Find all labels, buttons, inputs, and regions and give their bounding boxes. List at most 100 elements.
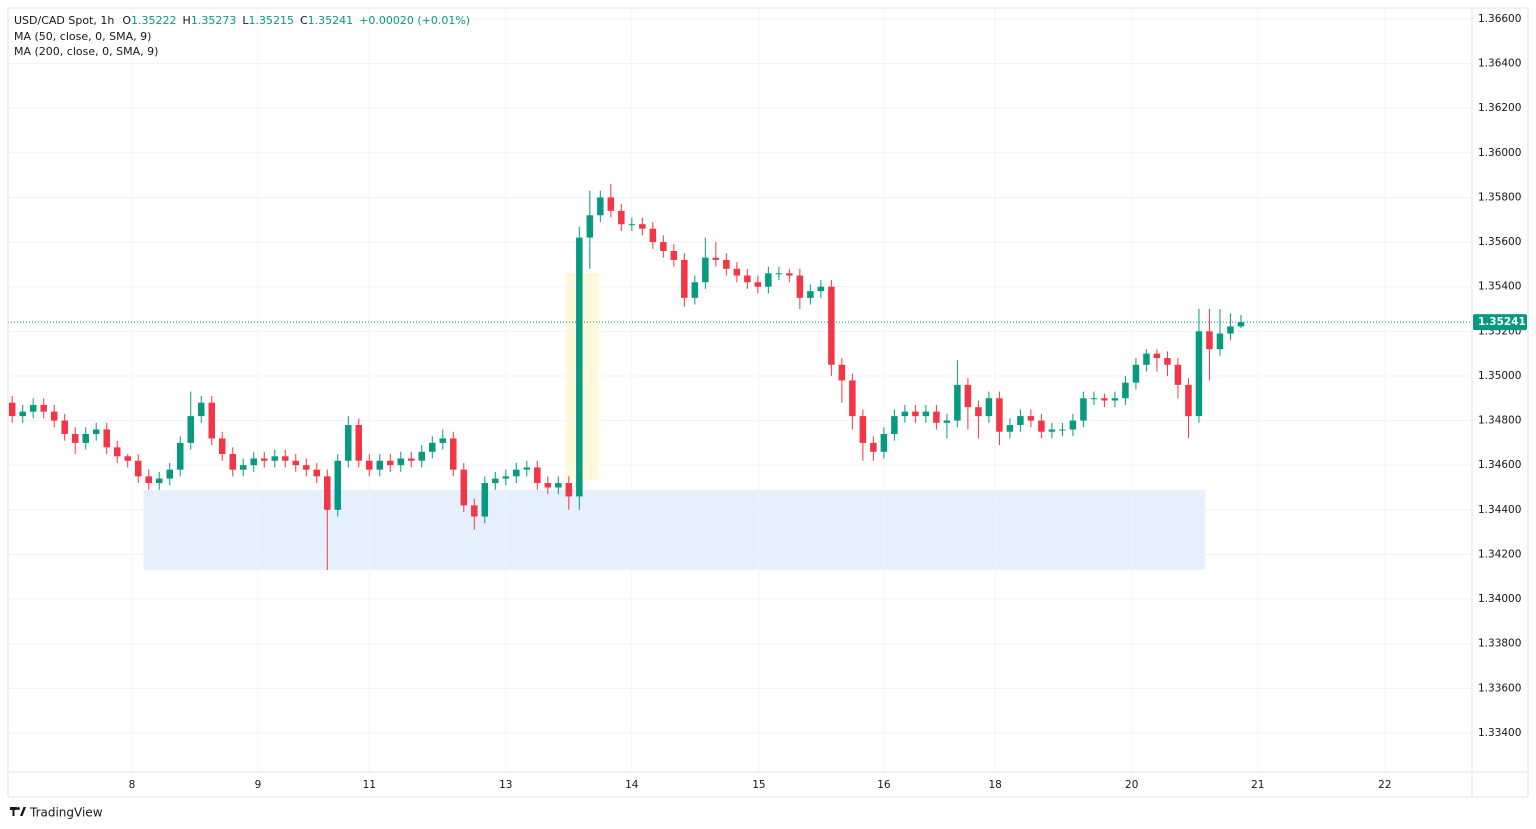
candle-body	[1206, 331, 1213, 350]
candle-body	[366, 460, 373, 470]
candle-body	[607, 197, 615, 211]
candle-body	[134, 460, 142, 477]
candle-body	[103, 429, 110, 448]
candle-body	[429, 442, 436, 452]
header-line: USD/CAD Spot, 1h O1.35222 H1.35273 L1.35215…	[14, 14, 470, 27]
candle-body	[618, 210, 625, 225]
candle-body	[1048, 429, 1056, 432]
candle-body	[1185, 384, 1192, 417]
ohlc-value: 1.35215	[248, 14, 294, 27]
candle-body	[155, 478, 163, 484]
interval: 1h	[100, 14, 114, 27]
candle-body	[775, 273, 783, 275]
candle-body	[50, 411, 58, 421]
candle-body	[660, 242, 667, 251]
y-tick-label: 1.35000	[1478, 370, 1521, 382]
candle-body	[8, 402, 16, 417]
candle-body	[891, 416, 898, 434]
candle-body	[723, 259, 730, 269]
candle-body	[1132, 364, 1140, 383]
candle-body	[345, 425, 352, 461]
y-tick-label: 1.34400	[1478, 504, 1521, 516]
candle-body	[197, 402, 205, 417]
change: +0.00020 (+0.01%)	[359, 14, 470, 27]
candle-body	[933, 411, 940, 423]
candle-body	[1038, 420, 1045, 432]
candle-body	[523, 467, 531, 470]
indicator-label: MA (50, close, 0, SMA, 9)	[14, 30, 151, 43]
candle-body	[229, 454, 237, 470]
candle-body	[218, 438, 226, 455]
candle-body	[586, 215, 594, 238]
candle-body	[1027, 416, 1035, 421]
indicator-label: MA (200, close, 0, SMA, 9)	[14, 45, 158, 58]
candle-body	[113, 447, 121, 457]
candle-body	[534, 467, 541, 484]
candle-body	[702, 257, 709, 283]
brand-logo	[10, 807, 26, 816]
candle-body	[1164, 358, 1171, 365]
candle-body	[387, 460, 394, 466]
candle-body	[576, 237, 583, 497]
candle-body	[880, 433, 888, 452]
candle-body	[1195, 331, 1203, 417]
logo-shape	[10, 807, 26, 816]
y-tick-label: 1.33400	[1478, 727, 1521, 739]
candle-body	[996, 398, 1003, 432]
candle-body	[870, 442, 877, 452]
candle-body	[92, 429, 100, 434]
x-tick-label: 16	[877, 779, 891, 791]
candle-body	[187, 416, 194, 443]
candle-body	[796, 275, 804, 298]
ohlc-value: 1.35222	[131, 14, 177, 27]
candle-body	[628, 224, 636, 226]
candle-body	[1174, 364, 1182, 385]
candle-body	[901, 411, 909, 417]
candle-body	[964, 384, 972, 408]
candle-body	[1080, 398, 1087, 421]
candle-body	[1101, 398, 1108, 401]
candle-body	[450, 438, 457, 470]
y-tick-label: 1.34000	[1478, 593, 1521, 605]
candle-body	[912, 411, 919, 417]
x-tick-label: 22	[1378, 779, 1391, 791]
candle-body	[544, 483, 552, 488]
candle-body	[376, 460, 384, 470]
last-price-label: 1.35241	[1478, 316, 1526, 328]
candle-body	[145, 476, 152, 484]
ohlc-key: H	[183, 14, 191, 27]
candle-body	[1111, 398, 1119, 401]
candle-body	[1090, 398, 1098, 400]
candle-body	[61, 420, 68, 434]
candle-body	[565, 483, 573, 497]
x-tick-label: 9	[255, 779, 262, 791]
ohlc-key: O	[122, 14, 131, 27]
candle-body	[260, 458, 268, 461]
candle-body	[513, 469, 520, 477]
candle-body	[786, 273, 793, 276]
y-tick-label: 1.36600	[1478, 13, 1521, 25]
candle-body	[418, 451, 426, 461]
x-tick-label: 13	[499, 779, 512, 791]
candle-body	[597, 197, 604, 216]
candle-body	[733, 268, 741, 276]
x-tick-label: 11	[363, 779, 376, 791]
candle-body	[324, 476, 331, 510]
candle-body	[639, 224, 646, 229]
candle-body	[1006, 425, 1014, 432]
candle-body	[681, 259, 688, 298]
candle-body	[670, 250, 678, 260]
y-tick-label: 1.34200	[1478, 548, 1521, 560]
candle-body	[712, 257, 720, 260]
candle-body	[19, 411, 26, 417]
candle-body	[82, 433, 89, 443]
candle-body	[1143, 353, 1150, 365]
candle-body	[124, 456, 131, 461]
y-tick-label: 1.34800	[1478, 415, 1521, 427]
y-tick-label: 1.36200	[1478, 102, 1521, 114]
ohlc-value: 1.35273	[191, 14, 237, 27]
candle-body	[355, 425, 363, 461]
candle-body	[649, 228, 657, 243]
candle-body	[1237, 322, 1245, 327]
candle-body	[1153, 353, 1161, 359]
